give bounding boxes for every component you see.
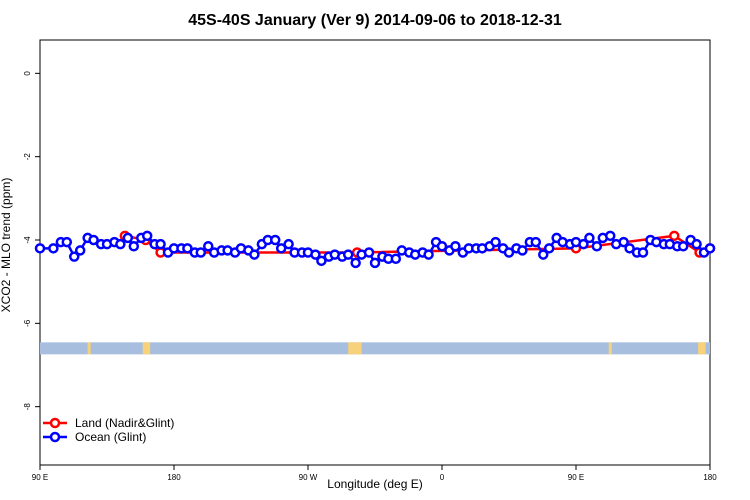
x-axis: 90 E 180 90 W 0 90 E 180 (32, 465, 717, 482)
data-point (604, 230, 616, 242)
data-point (342, 249, 354, 260)
legend-label: Ocean (Glint) (75, 430, 146, 444)
legend: Land (Nadir&Glint)Ocean (Glint) (43, 416, 174, 444)
data-point (618, 236, 629, 248)
data-point (316, 255, 327, 267)
data-point (115, 238, 126, 250)
data-point (128, 241, 140, 252)
data-point (369, 257, 381, 269)
series-layer (34, 230, 716, 269)
x-tick-label: 0 (440, 473, 445, 482)
data-point (390, 253, 402, 264)
data-point (283, 238, 294, 250)
data-point (363, 247, 375, 258)
x-tick-label: 90 E (32, 473, 48, 482)
data-point (704, 243, 716, 254)
data-point (450, 241, 461, 252)
x-tick-label: 90 E (568, 473, 584, 482)
legend-swatch-marker (49, 417, 61, 429)
data-point (155, 238, 166, 250)
data-point (537, 249, 549, 260)
data-point (34, 243, 46, 254)
land-band-segment (348, 342, 362, 355)
x-tick-label: 180 (167, 473, 181, 482)
data-point (74, 245, 86, 256)
y-tick-label: -8 (23, 403, 32, 411)
data-point (275, 243, 287, 254)
y-axis: 0 -2 -4 -6 -8 (23, 71, 40, 411)
y-tick-label: -6 (23, 319, 32, 327)
data-point (202, 241, 214, 252)
x-tick-label: 90 W (299, 473, 318, 482)
legend-label: Land (Nadir&Glint) (75, 416, 174, 430)
y-tick-label: 0 (23, 71, 32, 76)
y-axis-label: XCO2 - MLO trend (ppm) (0, 178, 13, 313)
data-point (269, 234, 281, 246)
data-point (195, 247, 207, 258)
data-point (310, 249, 321, 260)
data-point (578, 238, 589, 250)
data-point (503, 247, 515, 258)
y-tick-label: -4 (23, 236, 32, 244)
data-point (350, 257, 361, 269)
x-tick-label: 180 (703, 473, 717, 482)
data-point (88, 234, 99, 246)
land-band-segment (87, 342, 91, 355)
y-tick-label: -2 (23, 153, 32, 161)
data-point (530, 236, 542, 248)
ocean-band (40, 342, 710, 355)
data-point (141, 230, 153, 242)
data-point (543, 243, 555, 254)
data-point (182, 243, 193, 254)
data-point (61, 236, 73, 248)
legend-swatch-marker (49, 431, 61, 443)
land-band-segment (608, 342, 612, 355)
data-point (122, 232, 134, 244)
data-point (68, 251, 80, 262)
data-point (677, 241, 689, 252)
data-point (624, 243, 635, 254)
ocean-series (34, 230, 716, 269)
data-point (691, 238, 702, 250)
data-point (48, 243, 59, 254)
data-point (637, 247, 649, 258)
data-point (423, 249, 434, 260)
data-point (490, 236, 501, 248)
land-band-segment (698, 342, 706, 355)
land-band-segment (142, 342, 151, 355)
data-point (591, 241, 603, 252)
chart-title: 45S-40S January (Ver 9) 2014-09-06 to 20… (188, 12, 562, 29)
x-axis-label: Longitude (deg E) (327, 477, 422, 491)
data-point (669, 230, 680, 242)
data-point (517, 245, 528, 256)
data-point (436, 241, 448, 252)
data-point (584, 232, 595, 244)
data-point (249, 249, 260, 260)
surface-type-band (40, 342, 710, 355)
